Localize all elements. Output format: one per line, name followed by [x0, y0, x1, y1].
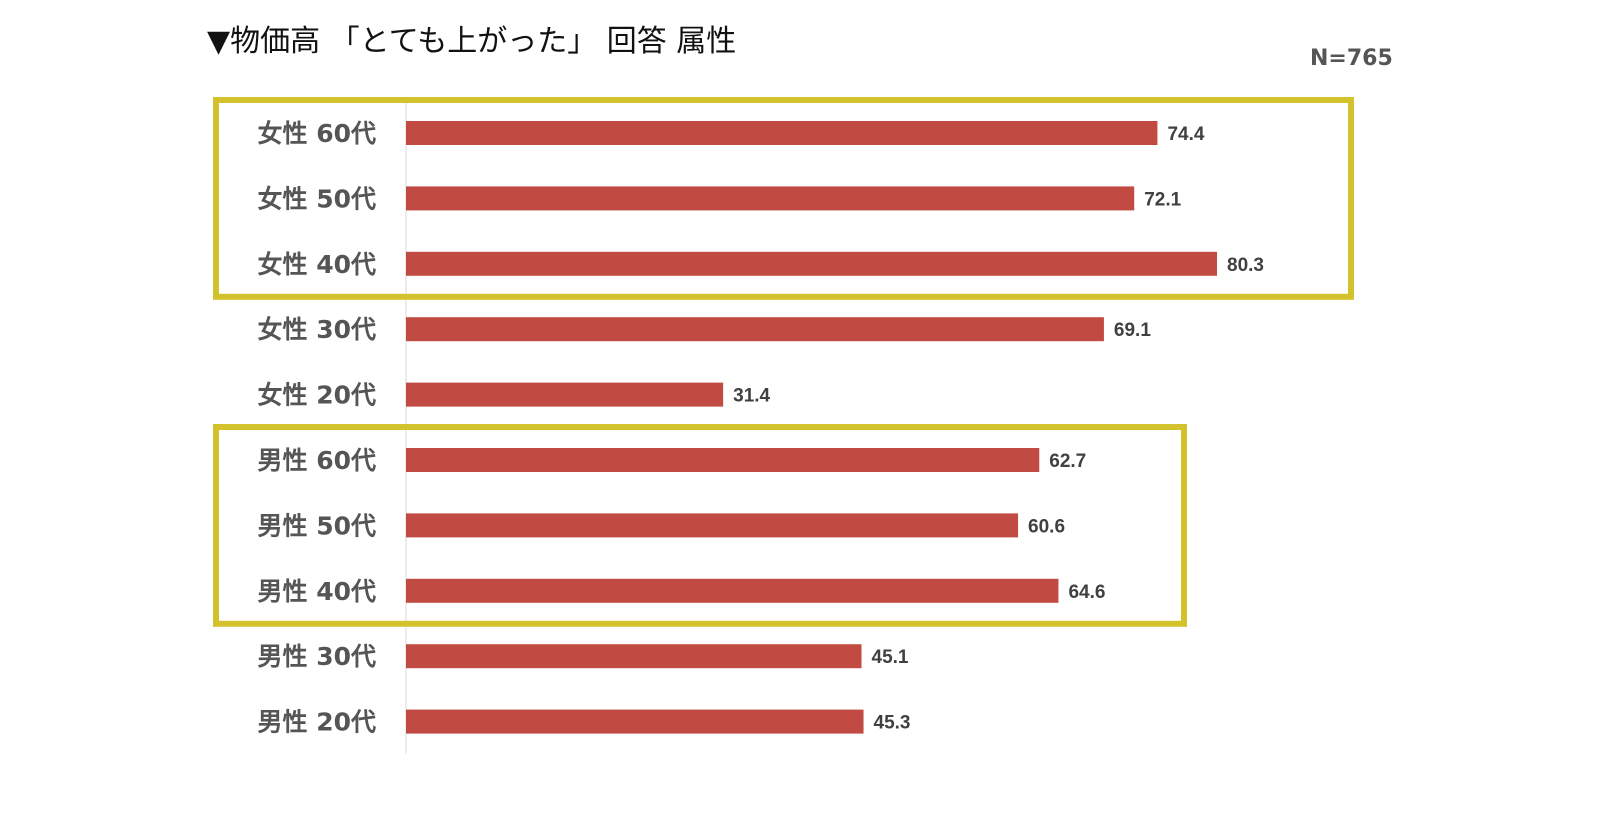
data-label: 74.4	[1167, 124, 1204, 145]
category-label: 女性 20代	[258, 381, 377, 410]
data-label: 62.7	[1049, 451, 1086, 472]
category-label: 女性 60代	[258, 119, 377, 148]
data-label: 45.1	[872, 647, 909, 668]
sample-size-label: N=765	[1310, 46, 1393, 71]
bar	[406, 317, 1104, 342]
data-label: 80.3	[1227, 255, 1264, 276]
category-label: 女性 50代	[258, 184, 377, 213]
data-label: 72.1	[1144, 189, 1181, 210]
bar	[406, 513, 1019, 538]
highlight-box	[213, 424, 1187, 627]
bar	[406, 709, 864, 734]
bar	[406, 251, 1218, 276]
category-label: 男性 30代	[258, 642, 377, 671]
bar	[406, 382, 724, 407]
category-label: 男性 20代	[258, 708, 377, 737]
data-label: 69.1	[1114, 320, 1151, 341]
chart-title: ▼物価高 「とても上がった」 回答 属性	[207, 24, 737, 59]
data-label: 45.3	[874, 713, 911, 734]
bar	[406, 186, 1135, 211]
bar	[406, 121, 1158, 145]
bar	[406, 644, 862, 669]
highlight-box	[213, 97, 1354, 300]
category-label: 女性 30代	[258, 315, 377, 344]
data-label: 31.4	[733, 386, 770, 407]
data-label: 64.6	[1068, 582, 1105, 603]
bar	[406, 578, 1059, 603]
data-label: 60.6	[1028, 516, 1065, 537]
category-label: 女性 40代	[258, 250, 377, 279]
category-label: 男性 60代	[258, 446, 377, 475]
category-label: 男性 40代	[258, 577, 377, 606]
bar	[406, 448, 1040, 472]
category-label: 男性 50代	[258, 511, 377, 540]
